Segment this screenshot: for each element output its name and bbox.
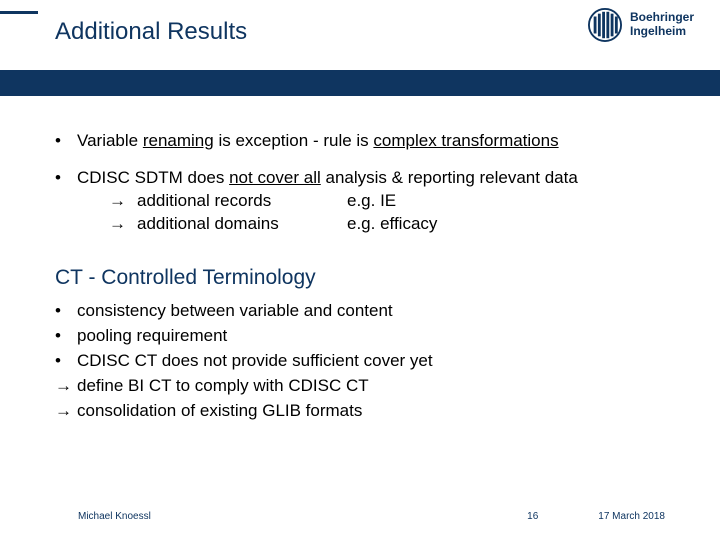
section-title: CT - Controlled Terminology [55, 264, 665, 292]
ct-text: CDISC CT does not provide sufficient cov… [77, 350, 433, 373]
text: Variable [77, 131, 143, 150]
text-underline: renaming [143, 131, 214, 150]
bullet-mark: • [55, 300, 77, 323]
bullet-2-sub1: → additional records e.g. IE [77, 190, 665, 213]
content: • Variable renaming is exception - rule … [0, 96, 720, 423]
page-title: Additional Results [55, 18, 247, 46]
bullet-mark: • [55, 167, 77, 236]
footer-right: 16 17 March 2018 [527, 511, 665, 522]
text: CDISC SDTM does [77, 168, 229, 187]
sub-label: additional domains [137, 213, 347, 236]
arrow-icon: → [109, 213, 137, 236]
footer-author: Michael Knoessl [78, 511, 151, 522]
footer-date: 17 March 2018 [598, 511, 665, 522]
ct-item-5: → consolidation of existing GLIB formats [55, 400, 665, 423]
arrow-icon: → [109, 190, 137, 213]
bullet-1: • Variable renaming is exception - rule … [55, 130, 665, 153]
text: analysis & reporting relevant data [321, 168, 578, 187]
company-logo: Boehringer Ingelheim [586, 8, 694, 42]
sub-example: e.g. IE [347, 190, 665, 213]
header: Additional Results Boehringer Ingelheim [0, 0, 720, 96]
ct-text: define BI CT to comply with CDISC CT [77, 375, 369, 398]
ct-item-2: • pooling requirement [55, 325, 665, 348]
ct-item-3: • CDISC CT does not provide sufficient c… [55, 350, 665, 373]
bullet-mark: • [55, 130, 77, 153]
logo-line1: Boehringer [630, 11, 694, 25]
bullet-1-text: Variable renaming is exception - rule is… [77, 130, 665, 153]
ct-text: consolidation of existing GLIB formats [77, 400, 362, 423]
bullet-2-body: CDISC SDTM does not cover all analysis &… [77, 167, 665, 236]
ct-item-1: • consistency between variable and conte… [55, 300, 665, 323]
ct-text: pooling requirement [77, 325, 227, 348]
bullet-2: • CDISC SDTM does not cover all analysis… [55, 167, 665, 236]
text-underline: not cover all [229, 168, 321, 187]
header-bar [0, 70, 720, 96]
arrow-icon: → [55, 375, 77, 398]
logo-text: Boehringer Ingelheim [630, 11, 694, 39]
arrow-icon: → [55, 400, 77, 423]
sub-label: additional records [137, 190, 347, 213]
text: is exception - rule is [214, 131, 374, 150]
ct-text: consistency between variable and content [77, 300, 393, 323]
bullet-mark: • [55, 325, 77, 348]
boehringer-logo-icon [586, 8, 624, 42]
sub-example: e.g. efficacy [347, 213, 665, 236]
title-accent-bar [0, 11, 38, 14]
text-underline: complex transformations [373, 131, 558, 150]
footer-page: 16 [527, 511, 538, 522]
bullet-2-text: CDISC SDTM does not cover all analysis &… [77, 167, 665, 190]
footer: Michael Knoessl 16 17 March 2018 [0, 511, 720, 522]
bullet-mark: • [55, 350, 77, 373]
bullet-2-sub2: → additional domains e.g. efficacy [77, 213, 665, 236]
logo-line2: Ingelheim [630, 25, 694, 39]
ct-item-4: → define BI CT to comply with CDISC CT [55, 375, 665, 398]
